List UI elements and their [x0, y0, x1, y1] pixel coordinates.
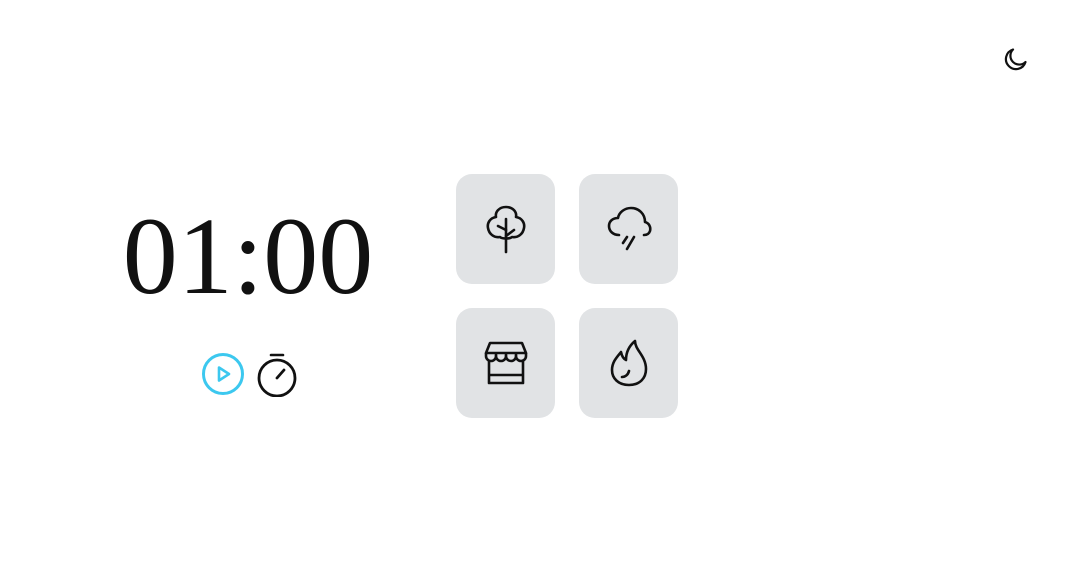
theme-toggle-button[interactable]	[1000, 44, 1030, 74]
forest-sound-button[interactable]	[456, 174, 555, 284]
stopwatch-icon	[257, 353, 297, 397]
timer-display: 01:00	[122, 195, 374, 317]
flame-icon	[610, 339, 647, 387]
rain-sound-button[interactable]	[579, 174, 678, 284]
moon-icon	[1004, 48, 1027, 71]
cafe-sound-button[interactable]	[456, 308, 555, 418]
tree-icon	[486, 205, 525, 254]
fire-sound-button[interactable]	[579, 308, 678, 418]
timer-mode-button[interactable]	[254, 351, 300, 397]
timer-controls	[200, 350, 300, 398]
play-circle-icon	[202, 353, 244, 395]
play-button[interactable]	[200, 351, 246, 397]
rain-cloud-icon	[607, 206, 652, 251]
storefront-icon	[484, 341, 527, 385]
